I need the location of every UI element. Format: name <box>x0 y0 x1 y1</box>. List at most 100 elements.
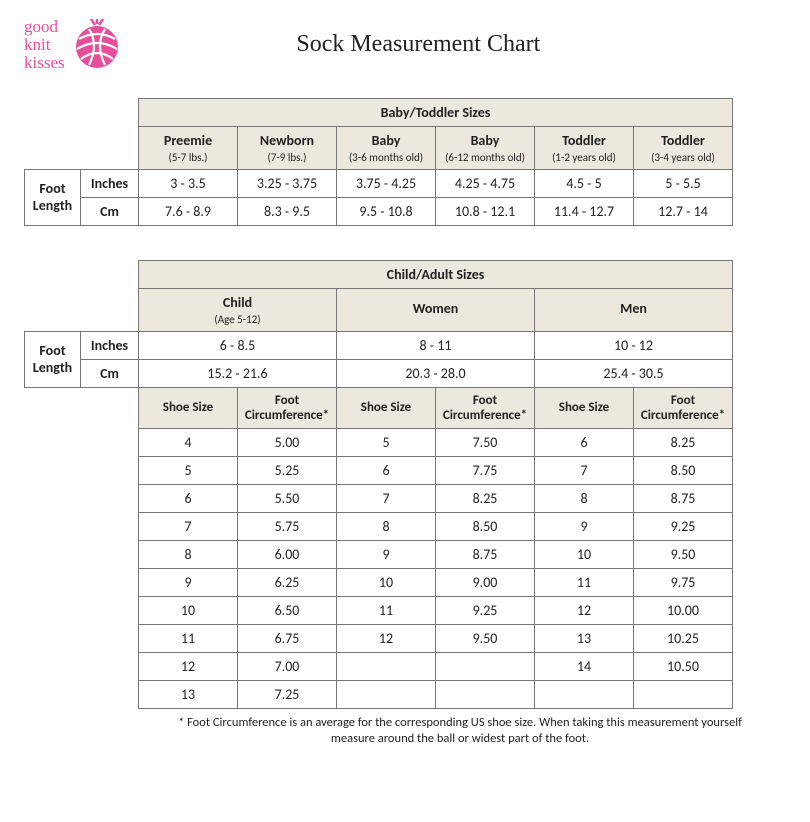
cell <box>634 680 733 708</box>
t1-col-5: Toddler(3-4 years old) <box>634 126 733 169</box>
cell: 5 <box>139 456 238 484</box>
cell: 9.50 <box>634 540 733 568</box>
t1-in-0: 3 - 3.5 <box>139 169 238 197</box>
t2-cm-0: 15.2 - 21.6 <box>139 359 337 387</box>
t2-sub-1: Foot Circumference* <box>238 387 337 428</box>
cell: 13 <box>139 680 238 708</box>
cell: 12 <box>139 652 238 680</box>
cell: 10.00 <box>634 596 733 624</box>
cell: 8.75 <box>634 484 733 512</box>
cell: 5.25 <box>238 456 337 484</box>
t1-header-strip: Baby/Toddler Sizes <box>139 98 733 126</box>
cell: 9 <box>337 540 436 568</box>
t1-cm-1: 8.3 - 9.5 <box>238 197 337 225</box>
t2-unit-cm: Cm <box>81 359 139 387</box>
table-row: 45.0057.5068.25 <box>25 428 733 456</box>
cell: 6.00 <box>238 540 337 568</box>
cell: 6.50 <box>238 596 337 624</box>
t1-col-1: Newborn(7-9 lbs.) <box>238 126 337 169</box>
cell: 8 <box>535 484 634 512</box>
cell: 12 <box>337 624 436 652</box>
cell <box>337 680 436 708</box>
cell: 10 <box>139 596 238 624</box>
cell: 12 <box>535 596 634 624</box>
cell: 8 <box>139 540 238 568</box>
brand-line1: good <box>24 17 58 36</box>
cell: 9 <box>535 512 634 540</box>
child-adult-table: Child/Adult Sizes Child(Age 5-12) Women … <box>24 260 733 709</box>
cell: 6 <box>139 484 238 512</box>
yarn-ball-icon <box>71 19 123 71</box>
cell: 9 <box>139 568 238 596</box>
cell: 4 <box>139 428 238 456</box>
cell: 5.50 <box>238 484 337 512</box>
t2-group-1: Women <box>337 288 535 331</box>
t1-col-3: Baby(6-12 months old) <box>436 126 535 169</box>
t1-cm-0: 7.6 - 8.9 <box>139 197 238 225</box>
header: good knit kisses Sock Measurement Chart <box>24 18 786 72</box>
t1-unit-inches: Inches <box>81 169 139 197</box>
brand-line3: kisses <box>24 53 65 72</box>
table-row: 86.0098.75109.50 <box>25 540 733 568</box>
baby-toddler-table: Baby/Toddler Sizes Preemie(5-7 lbs.) New… <box>24 98 733 226</box>
t2-header-strip: Child/Adult Sizes <box>139 260 733 288</box>
cell: 9.75 <box>634 568 733 596</box>
t2-sub-2: Shoe Size <box>337 387 436 428</box>
cell: 10.25 <box>634 624 733 652</box>
cell: 6 <box>535 428 634 456</box>
table-row: 137.25 <box>25 680 733 708</box>
cell: 5.00 <box>238 428 337 456</box>
cell: 7 <box>337 484 436 512</box>
cell: 8.25 <box>634 428 733 456</box>
t2-in-1: 8 - 11 <box>337 331 535 359</box>
cell <box>436 652 535 680</box>
cell: 7.25 <box>238 680 337 708</box>
t1-col-4: Toddler(1-2 years old) <box>535 126 634 169</box>
t2-sub-3: Foot Circumference* <box>436 387 535 428</box>
cell: 5 <box>337 428 436 456</box>
cell: 10 <box>535 540 634 568</box>
t1-in-4: 4.5 - 5 <box>535 169 634 197</box>
t1-cm-4: 11.4 - 12.7 <box>535 197 634 225</box>
cell: 10 <box>337 568 436 596</box>
t2-in-0: 6 - 8.5 <box>139 331 337 359</box>
table-row: 75.7588.5099.25 <box>25 512 733 540</box>
cell: 7 <box>535 456 634 484</box>
t2-sub-4: Shoe Size <box>535 387 634 428</box>
cell <box>337 652 436 680</box>
cell: 5.75 <box>238 512 337 540</box>
cell: 11 <box>337 596 436 624</box>
brand-logo: good knit kisses <box>24 18 123 72</box>
t1-in-2: 3.75 - 4.25 <box>337 169 436 197</box>
cell: 8.50 <box>634 456 733 484</box>
cell <box>535 680 634 708</box>
cell: 7.75 <box>436 456 535 484</box>
table-row: 106.50119.251210.00 <box>25 596 733 624</box>
t2-sub-5: Foot Circumference* <box>634 387 733 428</box>
t2-in-2: 10 - 12 <box>535 331 733 359</box>
t1-in-3: 4.25 - 4.75 <box>436 169 535 197</box>
cell: 6.75 <box>238 624 337 652</box>
t2-group-0: Child(Age 5-12) <box>139 288 337 331</box>
t1-col-2: Baby(3-6 months old) <box>337 126 436 169</box>
t1-row-label: Foot Length <box>25 169 81 225</box>
table-row: 96.25109.00119.75 <box>25 568 733 596</box>
cell: 9.00 <box>436 568 535 596</box>
cell <box>436 680 535 708</box>
t1-cm-2: 9.5 - 10.8 <box>337 197 436 225</box>
table-row: 65.5078.2588.75 <box>25 484 733 512</box>
footnote: * Foot Circumference is an average for t… <box>24 715 786 748</box>
t2-sub-0: Shoe Size <box>139 387 238 428</box>
cell: 7 <box>139 512 238 540</box>
t1-in-1: 3.25 - 3.75 <box>238 169 337 197</box>
cell: 10.50 <box>634 652 733 680</box>
cell: 13 <box>535 624 634 652</box>
t2-cm-2: 25.4 - 30.5 <box>535 359 733 387</box>
cell: 14 <box>535 652 634 680</box>
cell: 6.25 <box>238 568 337 596</box>
cell: 7.00 <box>238 652 337 680</box>
cell: 8.75 <box>436 540 535 568</box>
cell: 7.50 <box>436 428 535 456</box>
t1-in-5: 5 - 5.5 <box>634 169 733 197</box>
t1-unit-cm: Cm <box>81 197 139 225</box>
